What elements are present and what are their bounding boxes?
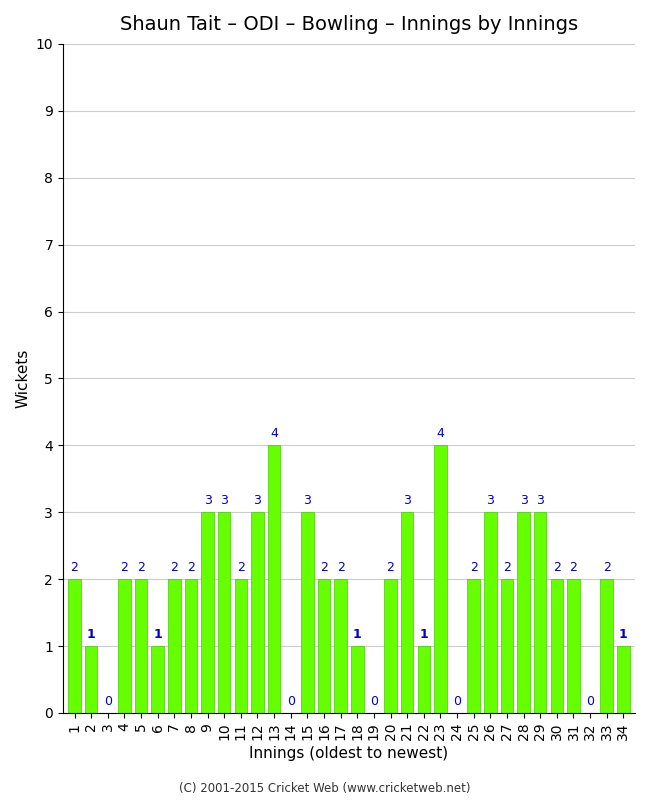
Text: 1: 1 — [153, 628, 162, 641]
Title: Shaun Tait – ODI – Bowling – Innings by Innings: Shaun Tait – ODI – Bowling – Innings by … — [120, 15, 578, 34]
Text: 2: 2 — [553, 561, 561, 574]
X-axis label: Innings (oldest to newest): Innings (oldest to newest) — [250, 746, 448, 761]
Text: 2: 2 — [387, 561, 395, 574]
Bar — [601, 579, 613, 713]
Text: 2: 2 — [337, 561, 344, 574]
Bar — [434, 446, 447, 713]
Text: 1: 1 — [87, 628, 96, 641]
Bar — [417, 646, 430, 713]
Text: 3: 3 — [519, 494, 528, 507]
Text: 1: 1 — [419, 628, 428, 641]
Text: 0: 0 — [287, 694, 294, 708]
Bar — [551, 579, 563, 713]
Text: 3: 3 — [536, 494, 544, 507]
Bar — [235, 579, 247, 713]
Bar — [500, 579, 514, 713]
Bar — [268, 446, 280, 713]
Text: 3: 3 — [304, 494, 311, 507]
Bar — [517, 512, 530, 713]
Bar — [135, 579, 148, 713]
Bar — [68, 579, 81, 713]
Text: 4: 4 — [270, 427, 278, 440]
Bar — [318, 579, 330, 713]
Text: 3: 3 — [203, 494, 211, 507]
Bar — [384, 579, 396, 713]
Bar — [301, 512, 313, 713]
Text: 4: 4 — [437, 427, 445, 440]
Bar — [218, 512, 231, 713]
Bar — [202, 512, 214, 713]
Y-axis label: Wickets: Wickets — [15, 349, 30, 408]
Text: 2: 2 — [603, 561, 610, 574]
Text: 0: 0 — [370, 694, 378, 708]
Text: 3: 3 — [254, 494, 261, 507]
Bar — [534, 512, 547, 713]
Text: 2: 2 — [237, 561, 245, 574]
Text: 2: 2 — [170, 561, 178, 574]
Text: 3: 3 — [486, 494, 494, 507]
Bar — [484, 512, 497, 713]
Bar — [168, 579, 181, 713]
Text: 0: 0 — [453, 694, 461, 708]
Text: 0: 0 — [104, 694, 112, 708]
Text: 2: 2 — [120, 561, 128, 574]
Bar — [567, 579, 580, 713]
Text: 2: 2 — [187, 561, 195, 574]
Bar — [334, 579, 347, 713]
Bar — [85, 646, 98, 713]
Text: 2: 2 — [137, 561, 145, 574]
Bar — [467, 579, 480, 713]
Text: 2: 2 — [470, 561, 478, 574]
Text: 3: 3 — [220, 494, 228, 507]
Text: 2: 2 — [503, 561, 511, 574]
Text: 0: 0 — [586, 694, 594, 708]
Text: 2: 2 — [320, 561, 328, 574]
Bar — [401, 512, 413, 713]
Text: 2: 2 — [569, 561, 577, 574]
Bar — [252, 512, 264, 713]
Bar — [185, 579, 197, 713]
Text: 3: 3 — [403, 494, 411, 507]
Bar — [118, 579, 131, 713]
Text: 1: 1 — [619, 628, 628, 641]
Text: 2: 2 — [71, 561, 79, 574]
Bar — [617, 646, 630, 713]
Bar — [351, 646, 363, 713]
Bar — [151, 646, 164, 713]
Text: (C) 2001-2015 Cricket Web (www.cricketweb.net): (C) 2001-2015 Cricket Web (www.cricketwe… — [179, 782, 471, 795]
Text: 1: 1 — [353, 628, 361, 641]
